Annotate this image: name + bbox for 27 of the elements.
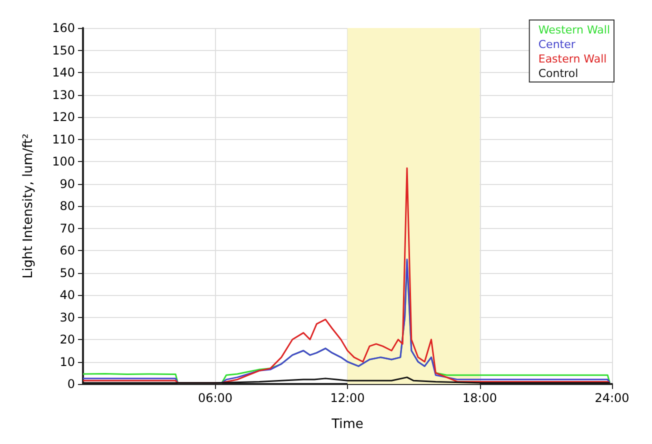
text: Eastern Wall <box>538 52 607 66</box>
y-tick-label: 30 <box>60 310 75 324</box>
y-tick-label: 110 <box>52 132 75 146</box>
text: Control <box>538 67 578 80</box>
y-tick-label: 50 <box>60 266 75 280</box>
y-tick-label: 160 <box>52 21 75 35</box>
y-tick-label: 100 <box>52 154 75 168</box>
y-tick-label: 0 <box>67 377 75 391</box>
y-axis-title: Light Intensity, lum/ft² <box>21 134 36 278</box>
y-tick-label: 140 <box>52 66 75 80</box>
y-tick-label: 40 <box>60 288 75 302</box>
y-tick-label: 10 <box>60 354 75 369</box>
x-tick-label: 24:00 <box>594 391 630 405</box>
y-tick-label: 150 <box>52 43 75 58</box>
text: Center <box>538 38 576 51</box>
y-tick-label: 120 <box>52 110 75 124</box>
text: Western Wall <box>538 24 610 36</box>
y-tick-label: 60 <box>60 244 75 258</box>
x-tick-label: 18:00 <box>462 391 498 405</box>
x-tick-label: 06:00 <box>198 391 233 405</box>
y-tick-label: 90 <box>60 176 75 191</box>
y-tick-label: 130 <box>52 88 75 102</box>
y-tick-label: 70 <box>60 221 75 236</box>
x-axis-title: Time <box>330 417 364 432</box>
y-tick-label: 20 <box>60 332 75 346</box>
x-tick-label: 12:00 <box>330 391 365 405</box>
y-tick-label: 80 <box>60 199 75 213</box>
